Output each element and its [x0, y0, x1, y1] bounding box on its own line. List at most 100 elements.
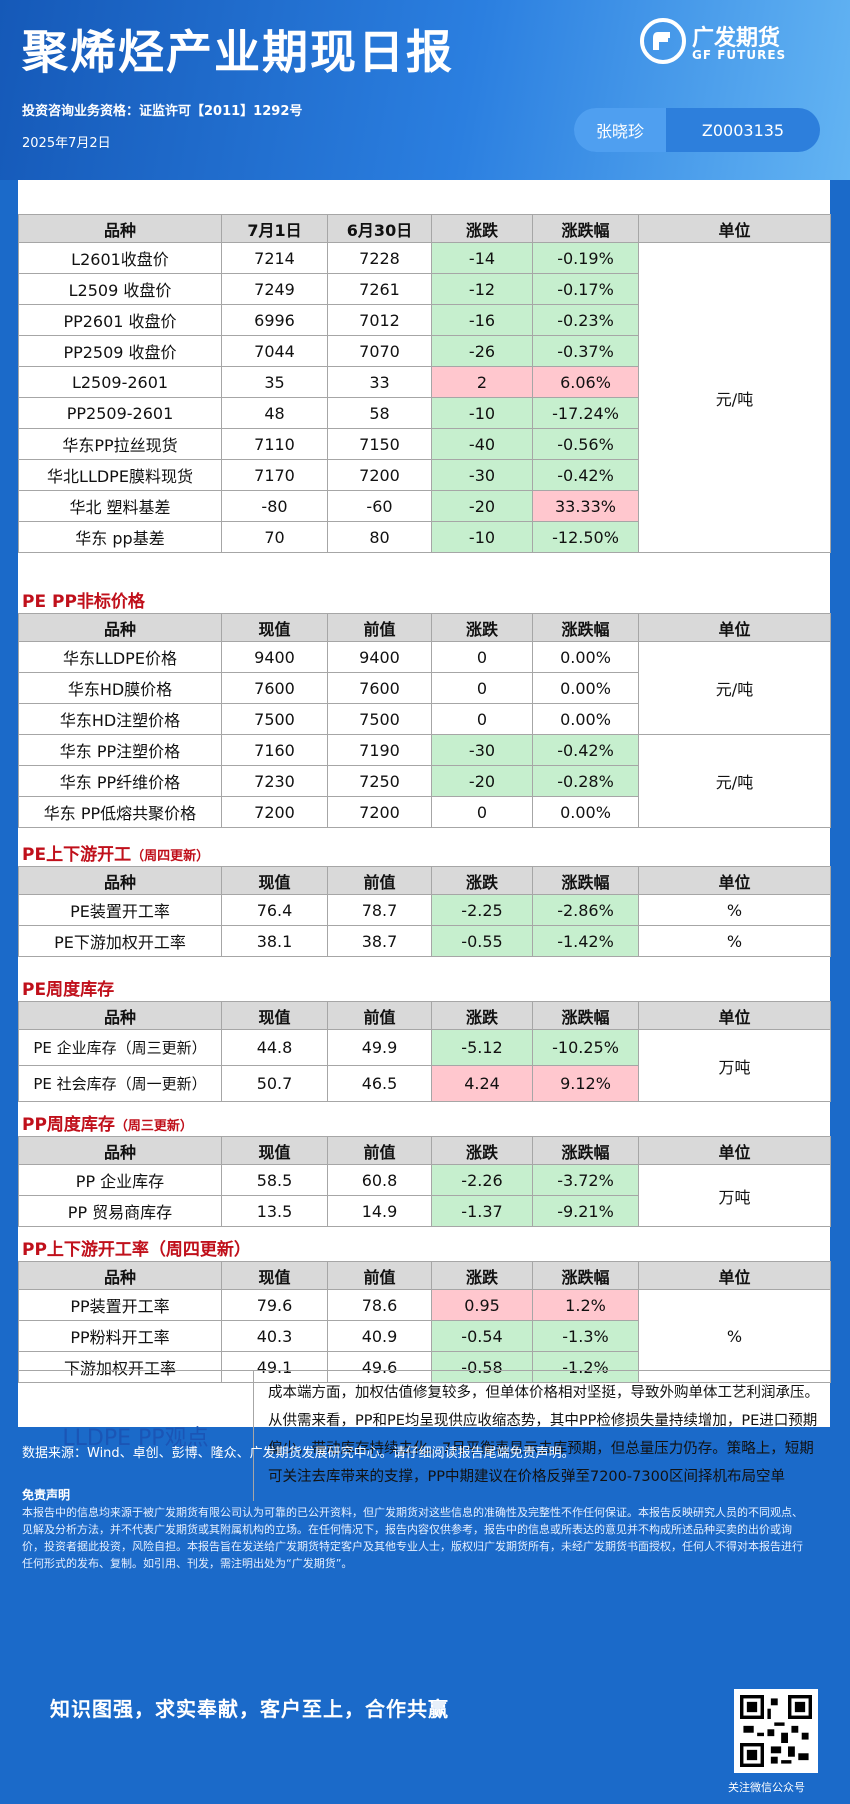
cell-name: 华东 pp基差: [18, 521, 222, 553]
col-header: 单位: [638, 866, 831, 895]
col-header: 涨跌: [431, 1261, 533, 1290]
col-header: 现值: [221, 866, 328, 895]
cell-current: 49.1: [221, 1351, 328, 1383]
cell-change: -10: [431, 397, 533, 429]
col-header: 涨跌: [431, 1136, 533, 1165]
col-header: 品种: [18, 613, 222, 642]
cell-pct: -1.3%: [532, 1320, 639, 1352]
cell-prev: 7200: [327, 459, 432, 491]
cell-name: L2601收盘价: [18, 242, 222, 274]
col-header: 单位: [638, 1261, 831, 1290]
col-header: 品种: [18, 1001, 222, 1030]
table-row: PP 贸易商库存 13.5 14.9 -1.37 -9.21%: [18, 1195, 831, 1227]
table-row: 华东PP拉丝现货 7110 7150 -40 -0.56%: [18, 428, 831, 460]
col-header: 品种: [18, 1261, 222, 1290]
table-row: PP2601 收盘价 6996 7012 -16 -0.23%: [18, 304, 831, 336]
cell-unit: 万吨: [638, 1164, 831, 1227]
cell-current: 76.4: [221, 894, 328, 926]
table-row: 华东HD注塑价格 7500 7500 0 0.00%: [18, 703, 831, 735]
pe-operating-table: 品种 现值 前值 涨跌 涨跌幅 单位 PE装置开工率 76.4 78.7 -2.25 -2.86%…: [18, 866, 831, 957]
cell-pct: 33.33%: [532, 490, 639, 522]
qr-code-icon[interactable]: [734, 1689, 818, 1773]
col-header: 涨跌: [431, 866, 533, 895]
cell-name: 下游加权开工率: [18, 1351, 222, 1383]
cell-prev: 49.6: [327, 1351, 432, 1383]
cell-current: 7600: [221, 672, 328, 704]
cell-current: 35: [221, 366, 328, 398]
cell-prev: 60.8: [327, 1164, 432, 1196]
col-header: 涨跌幅: [532, 1001, 639, 1030]
cell-current: 58.5: [221, 1164, 328, 1196]
cell-prev: 14.9: [327, 1195, 432, 1227]
table-row: PE 企业库存（周三更新） 44.8 49.9 -5.12 -10.25% 万吨: [18, 1029, 831, 1102]
cell-unit: 元/吨: [638, 242, 831, 553]
cell-pct: -0.37%: [532, 335, 639, 367]
col-header: 前值: [327, 1136, 432, 1165]
cell-current: 50.7: [221, 1065, 328, 1102]
cell-current: 7249: [221, 273, 328, 305]
table-row: PE 社会库存（周一更新） 50.7 46.5 4.24 9.12%: [18, 1065, 831, 1102]
closing-price-table: 品种 7月1日 6月30日 涨跌 涨跌幅 单位 L2601收盘价 7214 7228…: [18, 214, 831, 553]
cell-name: PE 社会库存（周一更新）: [18, 1065, 222, 1102]
table-header-row: 品种 7月1日 6月30日 涨跌 涨跌幅 单位: [18, 214, 831, 243]
cell-name: L2509 收盘价: [18, 273, 222, 305]
cell-current: -80: [221, 490, 328, 522]
table-row: PP2509-2601 48 58 -10 -17.24%: [18, 397, 831, 429]
pe-inventory-table: 品种 现值 前值 涨跌 涨跌幅 单位 PE 企业库存（周三更新） 44.8 49.9 -5.12…: [18, 1001, 831, 1102]
cell-change: -26: [431, 335, 533, 367]
disclaimer-text: 本报告中的信息均来源于被广发期货有限公司认为可靠的已公开资料，但广发期货对这些信…: [22, 1506, 803, 1570]
cell-prev: 7228: [327, 242, 432, 274]
table-header-row: 品种 现值 前值 涨跌 涨跌幅 单位: [18, 1261, 831, 1290]
col-header: 前值: [327, 1261, 432, 1290]
cell-change: -20: [431, 490, 533, 522]
cell-change: -10: [431, 521, 533, 553]
cell-change: 2: [431, 366, 533, 398]
cell-prev: 7500: [327, 703, 432, 735]
cell-change: -30: [431, 734, 533, 766]
cell-change: -5.12: [431, 1029, 533, 1066]
cell-change: 0.95: [431, 1289, 533, 1321]
col-header: 前值: [327, 613, 432, 642]
cell-change: -1.37: [431, 1195, 533, 1227]
table-row: 华北LLDPE膜料现货 7170 7200 -30 -0.42%: [18, 459, 831, 491]
cell-prev: 7070: [327, 335, 432, 367]
cell-prev: 7190: [327, 734, 432, 766]
cell-pct: 0.00%: [532, 703, 639, 735]
cell-change: -16: [431, 304, 533, 336]
cell-prev: 9400: [327, 641, 432, 673]
cell-current: 7200: [221, 796, 328, 828]
table-header-row: 品种 现值 前值 涨跌 涨跌幅 单位: [18, 866, 831, 895]
cell-pct: -1.42%: [532, 925, 639, 957]
cell-name: 华东PP拉丝现货: [18, 428, 222, 460]
cell-name: 华北LLDPE膜料现货: [18, 459, 222, 491]
analyst-name: 张晓珍: [574, 108, 666, 152]
table-row: 华东 PP纤维价格 7230 7250 -20 -0.28%: [18, 765, 831, 797]
cell-name: PP装置开工率: [18, 1289, 222, 1321]
cell-pct: -2.86%: [532, 894, 639, 926]
section-title-pp-inventory: PP周度库存（周三更新）: [22, 1115, 193, 1135]
cell-current: 13.5: [221, 1195, 328, 1227]
cell-change: -14: [431, 242, 533, 274]
cell-pct: -9.21%: [532, 1195, 639, 1227]
cell-unit: 元/吨: [638, 734, 831, 828]
cell-prev: 7261: [327, 273, 432, 305]
col-header: 7月1日: [221, 214, 328, 243]
cell-change: -2.25: [431, 894, 533, 926]
cell-current: 7044: [221, 335, 328, 367]
cell-name: 华东 PP低熔共聚价格: [18, 796, 222, 828]
cell-name: PP 贸易商库存: [18, 1195, 222, 1227]
cell-pct: -12.50%: [532, 521, 639, 553]
table-row: L2601收盘价 7214 7228 -14 -0.19% 元/吨: [18, 242, 831, 553]
cell-unit: %: [638, 1289, 831, 1383]
cell-current: 38.1: [221, 925, 328, 957]
cell-prev: 7150: [327, 428, 432, 460]
table-row: 华东 PP低熔共聚价格 7200 7200 0 0.00%: [18, 796, 831, 828]
cell-prev: 40.9: [327, 1320, 432, 1352]
cell-prev: 46.5: [327, 1065, 432, 1102]
cell-current: 44.8: [221, 1029, 328, 1066]
cell-name: PE下游加权开工率: [18, 925, 222, 957]
qr-code-graphic: [740, 1695, 812, 1767]
col-header: 单位: [638, 1001, 831, 1030]
table-row: PP 企业库存 58.5 60.8 -2.26 -3.72% 万吨: [18, 1164, 831, 1227]
col-header: 涨跌: [431, 214, 533, 243]
